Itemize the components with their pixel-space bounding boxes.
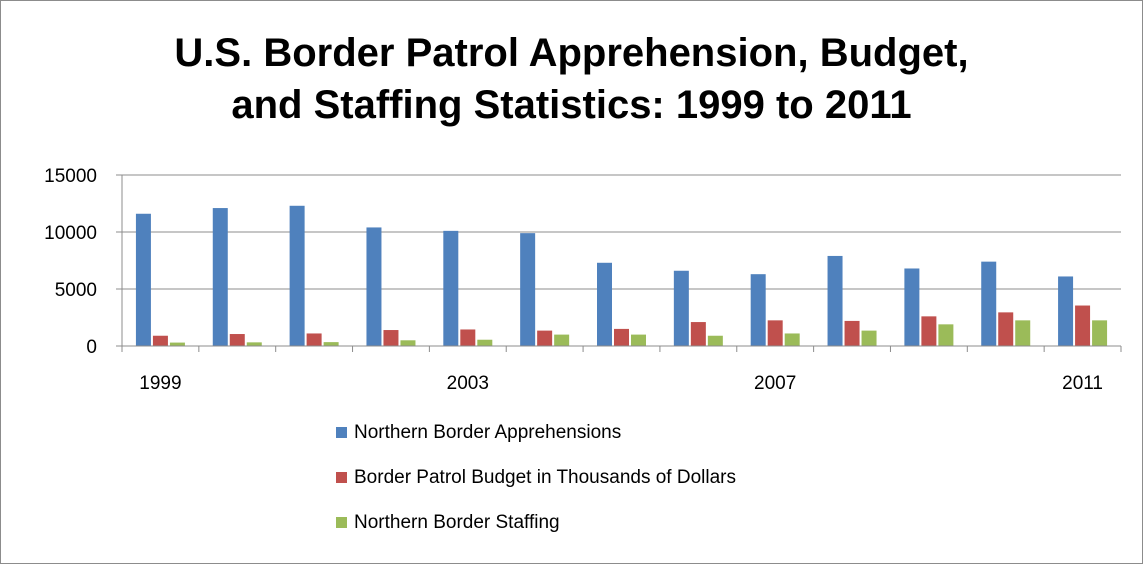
bar-apprehensions <box>443 230 459 346</box>
gridlines <box>122 174 1121 290</box>
bar-budget <box>690 322 706 346</box>
legend-label: Northern Border Apprehensions <box>354 422 621 443</box>
x-tick-label: 1999 <box>139 373 181 394</box>
bar-budget <box>1075 305 1091 346</box>
y-tick-label: 15000 <box>44 166 97 187</box>
bar-staffing <box>400 340 416 346</box>
bar-budget <box>383 330 399 346</box>
bar-budget <box>614 328 629 346</box>
bar-budget <box>152 335 168 346</box>
bar-staffing <box>169 342 185 346</box>
bar-budget <box>844 320 860 346</box>
chart-title-line-1: U.S. Border Patrol Apprehension, Budget, <box>174 31 969 75</box>
bar-staffing <box>246 342 262 346</box>
bar-staffing <box>477 339 493 346</box>
legend-swatch <box>336 517 347 528</box>
legend-label: Northern Border Staffing <box>354 512 560 533</box>
y-tick-label: 5000 <box>55 280 97 301</box>
bar-apprehensions <box>597 262 612 346</box>
bar-apprehensions <box>212 208 228 346</box>
bar-apprehensions <box>289 205 305 346</box>
bar-apprehensions <box>520 233 536 346</box>
bar-staffing <box>1092 320 1108 346</box>
x-tick-label: 2007 <box>754 373 796 394</box>
bar-staffing <box>861 330 877 346</box>
bar-apprehensions <box>904 268 920 346</box>
bar-budget <box>921 316 937 346</box>
bar-budget <box>229 334 245 346</box>
bar-staffing <box>323 342 339 346</box>
x-tick-label: 2003 <box>447 373 489 394</box>
bar-budget <box>998 312 1014 346</box>
chart-title-line-2: and Staffing Statistics: 1999 to 2011 <box>231 83 912 127</box>
bar-apprehensions <box>750 274 766 346</box>
bar-apprehensions <box>1058 276 1074 346</box>
bar-budget <box>537 330 553 346</box>
y-tick-label: 10000 <box>44 223 97 244</box>
bar-apprehensions <box>135 213 151 346</box>
bar-staffing <box>554 334 570 346</box>
bar-budget <box>767 320 783 346</box>
legend-label: Border Patrol Budget in Thousands of Dol… <box>354 467 736 488</box>
x-tick-labels: 1999 2003 2007 2011 <box>139 373 1103 394</box>
bars <box>135 205 1108 346</box>
bar-apprehensions <box>366 227 382 346</box>
bar-staffing <box>631 334 646 346</box>
bar-staffing <box>784 333 800 346</box>
bar-budget <box>306 333 322 346</box>
y-tick-labels: 0 5000 10000 15000 <box>44 166 97 358</box>
bar-staffing <box>707 335 723 346</box>
legend-swatch <box>336 472 347 483</box>
bar-staffing <box>938 324 954 346</box>
bar-budget <box>460 329 476 346</box>
bar-staffing <box>1015 320 1031 346</box>
chart-title: U.S. Border Patrol Apprehension, Budget,… <box>1 27 1142 131</box>
legend: Northern Border Apprehensions Border Patr… <box>336 422 736 533</box>
x-tick-label: 2011 <box>1062 373 1103 394</box>
bar-apprehensions <box>673 270 689 346</box>
y-tick-label: 0 <box>86 337 97 358</box>
bar-apprehensions <box>827 255 843 346</box>
axes <box>116 174 1122 352</box>
bar-apprehensions <box>981 261 997 346</box>
legend-swatch <box>336 427 347 438</box>
